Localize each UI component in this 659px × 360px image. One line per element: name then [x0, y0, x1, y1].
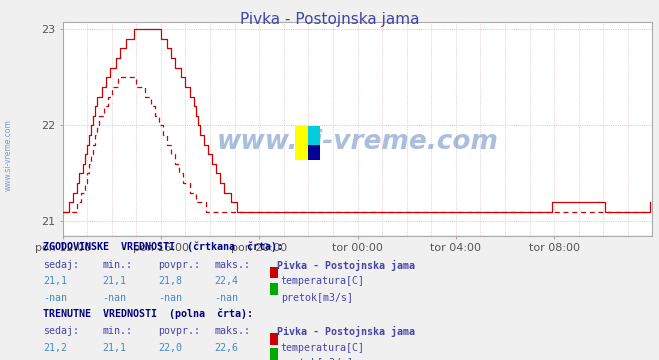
Text: 21,2: 21,2 [43, 343, 67, 353]
Text: temperatura[C]: temperatura[C] [281, 343, 364, 353]
Text: -nan: -nan [158, 293, 182, 303]
Text: sedaj:: sedaj: [43, 326, 79, 336]
Text: -nan: -nan [102, 293, 126, 303]
Text: min.:: min.: [102, 260, 132, 270]
Text: maks.:: maks.: [214, 326, 250, 336]
Text: ZGODOVINSKE  VREDNOSTI  (črtkana  črta):: ZGODOVINSKE VREDNOSTI (črtkana črta): [43, 241, 283, 252]
Text: 21,1: 21,1 [102, 343, 126, 353]
Text: www.si-vreme.com: www.si-vreme.com [4, 119, 13, 191]
Text: -nan: -nan [214, 293, 238, 303]
Text: -nan: -nan [102, 358, 126, 360]
Text: pretok[m3/s]: pretok[m3/s] [281, 358, 353, 360]
Text: 21,1: 21,1 [102, 276, 126, 287]
Text: Pivka - Postojnska jama: Pivka - Postojnska jama [277, 326, 415, 337]
Text: 21,8: 21,8 [158, 276, 182, 287]
Text: povpr.:: povpr.: [158, 326, 200, 336]
Text: 22,4: 22,4 [214, 276, 238, 287]
Text: sedaj:: sedaj: [43, 260, 79, 270]
Text: 21,1: 21,1 [43, 276, 67, 287]
Text: maks.:: maks.: [214, 260, 250, 270]
Text: -nan: -nan [43, 358, 67, 360]
Text: 22,6: 22,6 [214, 343, 238, 353]
Text: povpr.:: povpr.: [158, 260, 200, 270]
Text: TRENUTNE  VREDNOSTI  (polna  črta):: TRENUTNE VREDNOSTI (polna črta): [43, 309, 253, 319]
Text: Pivka - Postojnska jama: Pivka - Postojnska jama [277, 260, 415, 271]
Text: Pivka - Postojnska jama: Pivka - Postojnska jama [240, 12, 419, 27]
Text: www.si-vreme.com: www.si-vreme.com [217, 129, 498, 154]
Text: -nan: -nan [43, 293, 67, 303]
Text: 22,0: 22,0 [158, 343, 182, 353]
Text: min.:: min.: [102, 326, 132, 336]
Text: -nan: -nan [214, 358, 238, 360]
Text: pretok[m3/s]: pretok[m3/s] [281, 293, 353, 303]
Text: -nan: -nan [158, 358, 182, 360]
Text: temperatura[C]: temperatura[C] [281, 276, 364, 287]
